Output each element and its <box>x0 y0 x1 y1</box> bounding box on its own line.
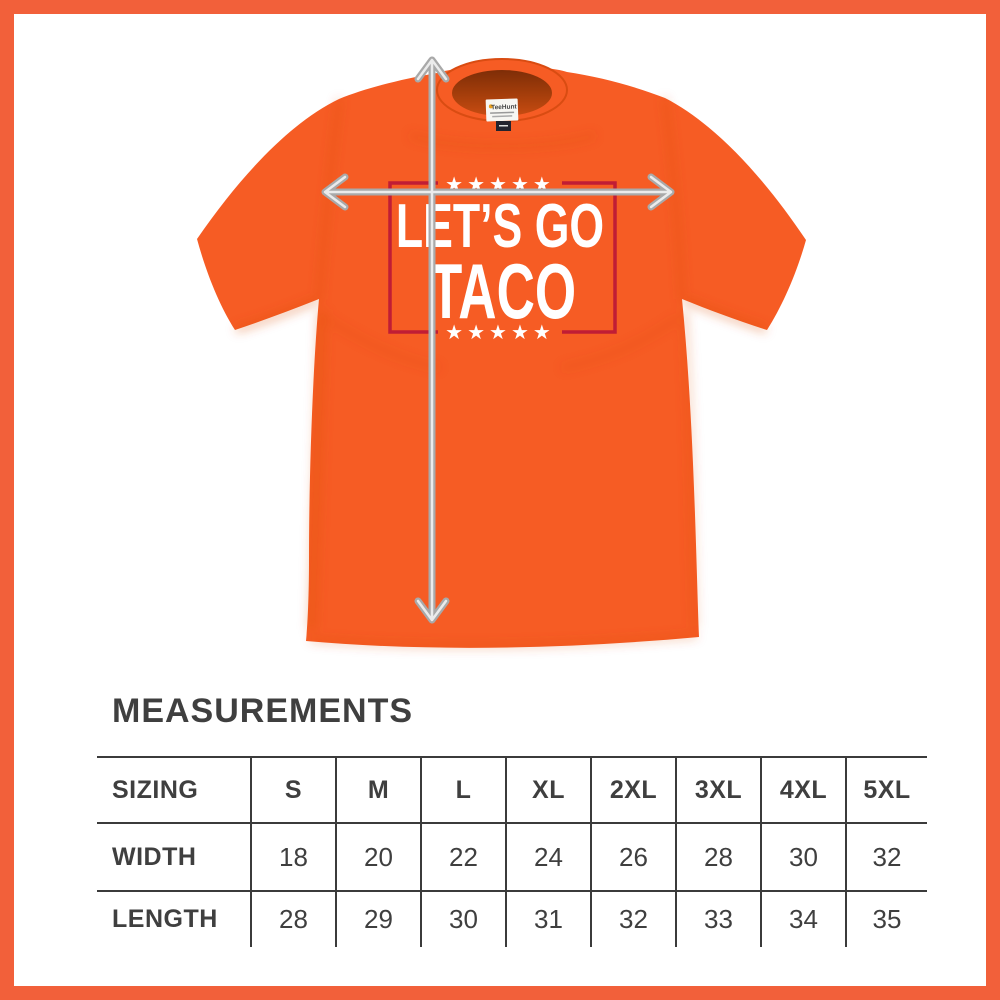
graphic-box <box>388 181 617 334</box>
size-column-header: S <box>250 758 335 824</box>
size-value: 31 <box>505 892 590 947</box>
tshirt-photo: TeeHunt ★★★★★ LET’S GO TACO ★★★★★ <box>197 56 806 649</box>
size-value: 32 <box>845 824 927 892</box>
size-value: 35 <box>845 892 927 947</box>
collar-brand-text: TeeHunt <box>491 103 518 111</box>
size-value: 30 <box>760 824 845 892</box>
row-label-length: LENGTH <box>112 905 218 933</box>
size-column-header: L <box>420 758 505 824</box>
size-value: 29 <box>335 892 420 947</box>
collar-label: TeeHunt <box>485 98 519 122</box>
tshirt-body <box>197 66 806 648</box>
size-column-header: 5XL <box>845 758 927 824</box>
size-value: 28 <box>250 892 335 947</box>
size-value: 28 <box>675 824 760 892</box>
tshirt-shading <box>235 97 767 649</box>
size-column-header: 4XL <box>760 758 845 824</box>
tshirt-collar: TeeHunt <box>436 58 568 131</box>
size-value: 33 <box>675 892 760 947</box>
brand-logo-icon <box>488 104 493 109</box>
size-value: 22 <box>420 824 505 892</box>
row-label-width: WIDTH <box>97 824 250 892</box>
graphic-line2: TACO <box>430 249 576 336</box>
graphic-stars-bottom: ★★★★★ <box>445 320 555 344</box>
size-value: 20 <box>335 824 420 892</box>
size-value: 34 <box>760 892 845 947</box>
sizing-header: SIZING <box>97 758 250 824</box>
size-column-header: 2XL <box>590 758 675 824</box>
collar-size-tag <box>496 121 511 131</box>
size-column-header: XL <box>505 758 590 824</box>
size-value: 32 <box>590 892 675 947</box>
size-table: SIZING S M L XL 2XL 3XL 4XL 5XL WIDTH 18 20 22 24 26 28… <box>97 756 927 947</box>
size-value: 30 <box>420 892 505 947</box>
measurements-title: MEASUREMENTS <box>112 692 414 730</box>
size-value: 18 <box>250 824 335 892</box>
size-column-header: 3XL <box>675 758 760 824</box>
size-value: 26 <box>590 824 675 892</box>
measurement-arrows <box>321 56 675 624</box>
size-column-header: M <box>335 758 420 824</box>
size-value: 24 <box>505 824 590 892</box>
